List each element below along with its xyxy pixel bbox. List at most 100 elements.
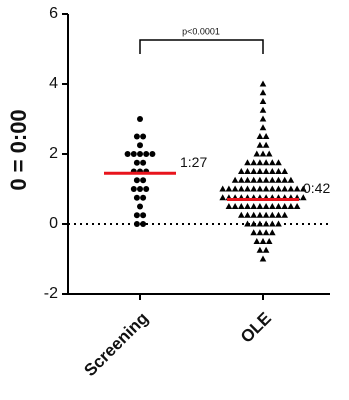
y-axis-title: 0 = 0:00 <box>6 109 31 190</box>
data-point <box>244 176 251 183</box>
data-point <box>256 203 264 209</box>
data-point <box>140 177 147 184</box>
data-point <box>262 159 270 166</box>
data-point <box>238 176 245 183</box>
data-point <box>259 238 267 244</box>
data-point <box>256 133 264 139</box>
data-point <box>250 159 257 166</box>
data-point <box>137 116 143 122</box>
data-point <box>124 151 131 157</box>
data-point <box>262 229 270 236</box>
data-point <box>253 238 261 244</box>
data-point <box>250 211 257 218</box>
data-point <box>250 176 257 183</box>
y-tick-label: 6 <box>49 5 58 22</box>
data-point <box>225 185 233 192</box>
data-point <box>275 168 282 174</box>
data-point <box>256 246 264 253</box>
data-point <box>262 211 270 218</box>
data-point <box>256 176 264 183</box>
data-point <box>265 238 273 244</box>
data-point <box>256 211 264 218</box>
data-point <box>231 185 239 192</box>
data-point <box>275 203 282 209</box>
data-point <box>269 211 276 218</box>
data-point <box>137 203 143 210</box>
data-point <box>262 141 270 148</box>
y-tick-label: 4 <box>49 75 58 92</box>
data-point <box>256 229 264 236</box>
mean-label: 1:27 <box>180 154 207 170</box>
data-point <box>269 159 276 166</box>
data-point <box>300 194 307 201</box>
data-point <box>130 151 137 157</box>
data-point <box>238 211 245 218</box>
data-point <box>133 159 140 166</box>
data-point <box>256 159 264 166</box>
data-point <box>130 186 137 192</box>
significance-bracket <box>139 39 264 54</box>
data-point <box>238 185 245 192</box>
data-point <box>269 203 276 209</box>
data-point <box>262 246 270 253</box>
data-point <box>269 176 276 183</box>
data-point <box>269 185 276 192</box>
data-point <box>262 203 270 209</box>
data-point <box>281 168 288 174</box>
data-point <box>281 211 288 218</box>
annotation: p<0.0001 <box>182 26 220 36</box>
data-point <box>259 255 267 262</box>
data-point <box>244 159 251 166</box>
data-point <box>287 176 295 183</box>
data-point <box>140 133 147 140</box>
data-point <box>133 177 140 184</box>
y-tick-label: -2 <box>44 285 58 302</box>
data-point <box>250 168 257 174</box>
data-point <box>219 185 226 192</box>
data-point <box>225 203 233 209</box>
data-point <box>137 186 143 192</box>
data-point <box>269 229 276 236</box>
data-point <box>149 151 156 157</box>
data-point <box>265 150 273 157</box>
data-point <box>244 211 251 218</box>
data-point <box>269 220 276 227</box>
data-point <box>253 150 261 157</box>
data-point <box>293 203 301 209</box>
data-point <box>137 142 143 149</box>
data-point <box>281 176 288 183</box>
data-point <box>250 220 257 227</box>
data-point <box>259 124 267 131</box>
data-point <box>133 194 140 201</box>
data-point <box>275 176 282 183</box>
data-point <box>275 185 282 192</box>
y-tick-label: 0 <box>49 215 58 232</box>
data-point <box>238 168 245 174</box>
data-point <box>259 106 267 113</box>
data-point <box>244 168 251 174</box>
data-point <box>250 203 257 209</box>
data-point <box>300 185 307 192</box>
data-point <box>143 186 150 192</box>
x-tick-label: Screening <box>80 309 152 381</box>
data-point <box>281 203 288 209</box>
data-point <box>244 203 251 209</box>
data-point <box>143 151 150 157</box>
data-point <box>281 185 288 192</box>
data-point <box>250 185 257 192</box>
data-point <box>219 194 226 201</box>
data-point <box>140 194 147 201</box>
data-point <box>262 168 270 174</box>
data-point <box>238 203 245 209</box>
data-point <box>140 159 147 166</box>
data-point <box>256 185 264 192</box>
data-point <box>137 151 143 157</box>
data-point <box>250 229 257 236</box>
data-point <box>256 168 264 174</box>
data-point <box>133 221 140 227</box>
data-point <box>275 211 282 218</box>
data-point <box>244 220 251 227</box>
data-point <box>133 212 140 219</box>
data-point <box>256 141 264 148</box>
